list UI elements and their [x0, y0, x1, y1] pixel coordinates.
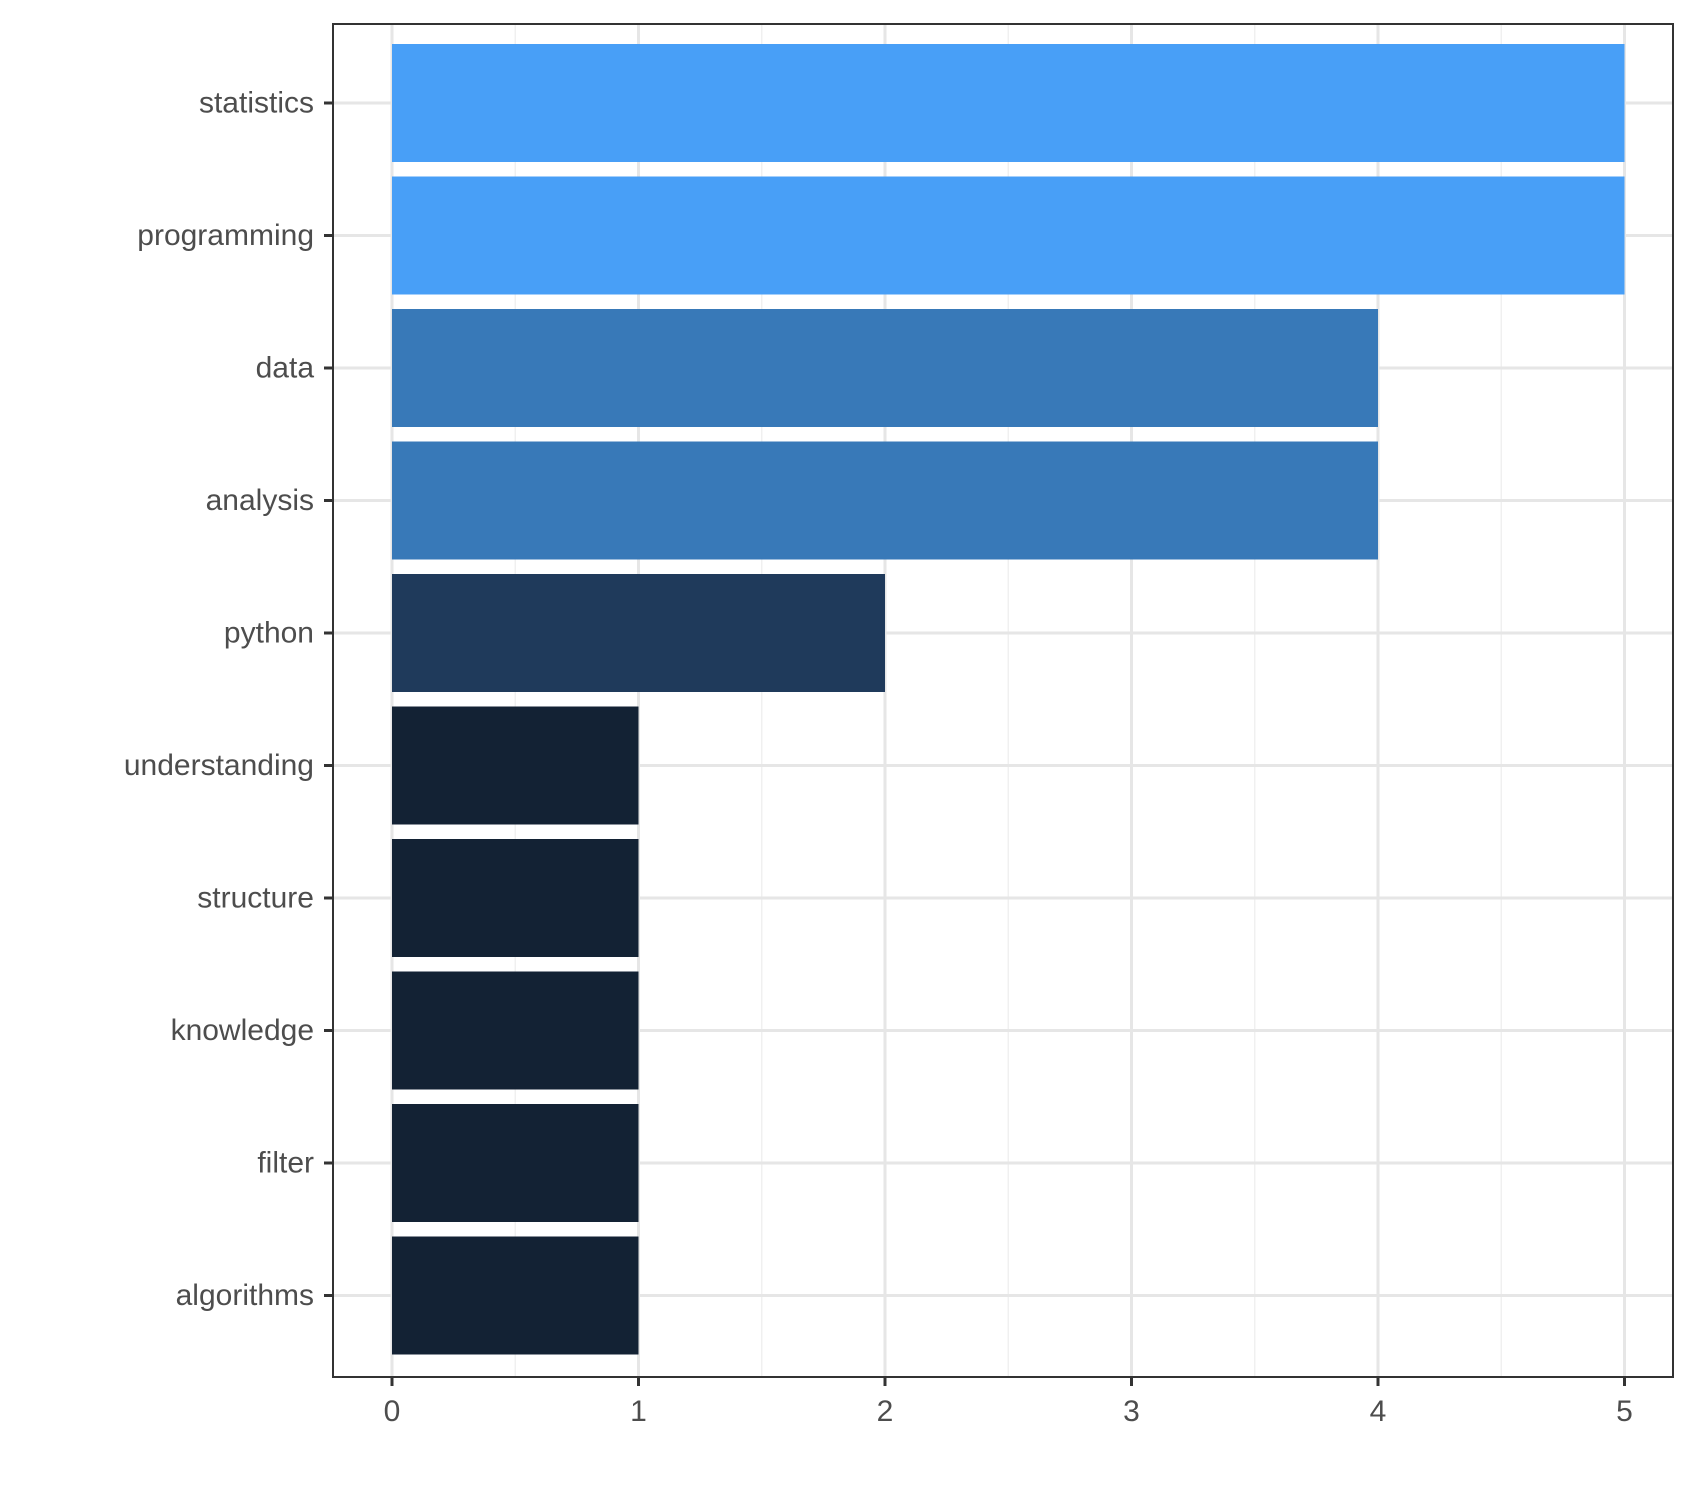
axes: statistics programming data analysis python u…	[124, 87, 1633, 1429]
x-tick-label: 3	[1123, 1395, 1140, 1428]
x-tick-label: 0	[384, 1395, 401, 1428]
bar-structure	[392, 839, 639, 957]
y-tick-label: programming	[137, 219, 314, 252]
x-tick-label: 2	[877, 1395, 894, 1428]
bar-knowledge	[392, 971, 639, 1090]
x-tick-label: 5	[1616, 1395, 1633, 1428]
y-tick-label: structure	[197, 882, 314, 915]
x-tick-label: 4	[1370, 1395, 1387, 1428]
bar-statistics	[392, 44, 1625, 162]
bar-data	[392, 309, 1378, 427]
y-tick-label: analysis	[206, 484, 314, 517]
y-tick-label: filter	[257, 1147, 314, 1180]
y-tick-label: data	[256, 352, 315, 385]
bar-understanding	[392, 706, 639, 825]
bar-python	[392, 574, 885, 692]
bar-algorithms	[392, 1236, 639, 1355]
bar-programming	[392, 176, 1625, 295]
plot-panel	[332, 23, 1674, 1378]
y-tick-label: algorithms	[176, 1279, 314, 1312]
y-tick-label: python	[224, 617, 314, 650]
y-tick-label: knowledge	[171, 1014, 314, 1047]
x-tick-label: 1	[630, 1395, 647, 1428]
bar-analysis	[392, 441, 1378, 560]
y-tick-label: understanding	[124, 749, 314, 782]
y-tick-label: statistics	[199, 87, 314, 120]
bars	[392, 44, 1625, 1355]
bar-filter	[392, 1104, 639, 1222]
